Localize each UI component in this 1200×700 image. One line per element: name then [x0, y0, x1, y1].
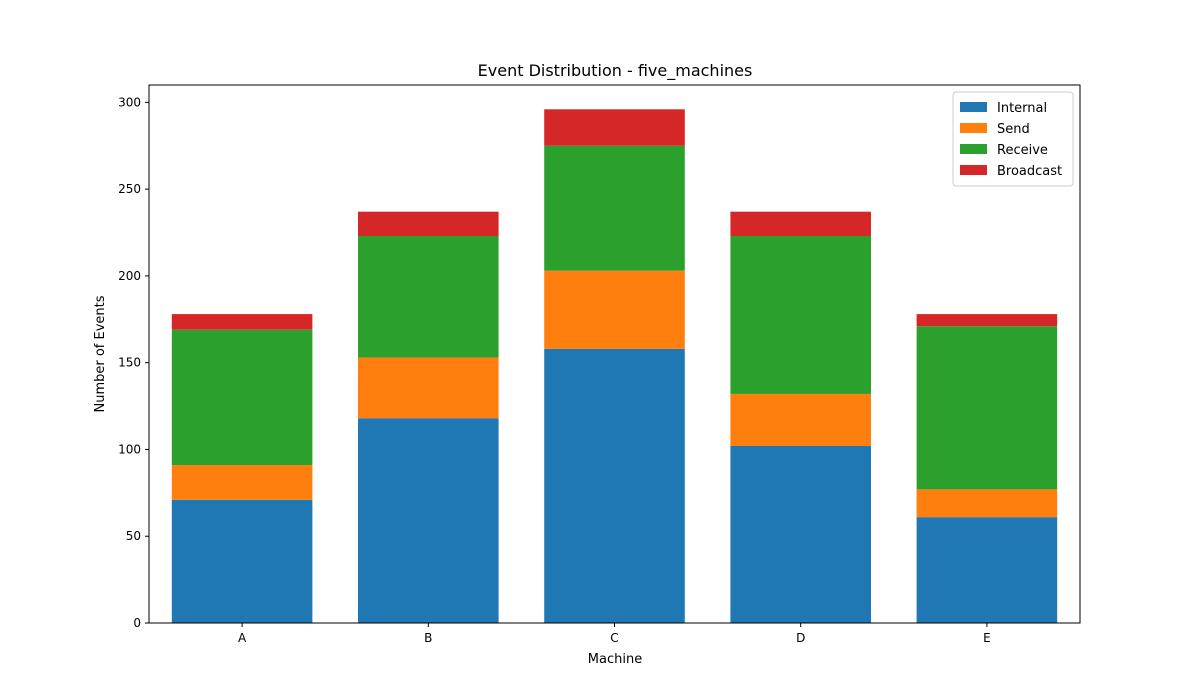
y-tick-label: 150 [118, 356, 141, 370]
bar-internal-c [544, 348, 685, 623]
x-axis: A B C D E [238, 623, 991, 645]
bar-broadcast-c [544, 109, 685, 146]
legend-swatch-internal [960, 102, 987, 112]
x-tick-label: D [796, 631, 805, 645]
legend: Internal Send Receive Broadcast [952, 91, 1074, 187]
bar-receive-e [916, 326, 1058, 490]
y-tick-label: 250 [118, 182, 141, 196]
legend-box [952, 91, 1074, 187]
bar-broadcast-e [916, 314, 1058, 327]
x-tick-label: B [424, 631, 432, 645]
x-tick-label: E [983, 631, 991, 645]
legend-swatch-send [960, 123, 987, 133]
bar-broadcast-d [730, 211, 871, 236]
bar-broadcast-b [358, 211, 499, 236]
bar-send-a [171, 465, 313, 500]
bar-send-e [916, 489, 1058, 518]
chart-title: Event Distribution - five_machines [478, 61, 753, 81]
bar-send-c [544, 270, 685, 349]
y-tick-label: 300 [118, 95, 141, 109]
x-axis-label: Machine [588, 652, 642, 667]
bars-group [171, 109, 1058, 623]
bar-send-d [730, 393, 871, 446]
bar-internal-a [171, 499, 313, 623]
legend-swatch-receive [960, 144, 987, 154]
bar-receive-a [171, 329, 313, 466]
bar-receive-c [544, 145, 685, 271]
x-tick-label: A [238, 631, 247, 645]
x-tick-label: C [610, 631, 618, 645]
bar-internal-d [730, 445, 871, 623]
legend-label-broadcast: Broadcast [997, 164, 1062, 179]
y-axis: 0 50 100 150 200 250 300 [118, 95, 149, 630]
bar-broadcast-a [171, 314, 313, 330]
y-tick-label: 50 [126, 529, 141, 543]
bar-internal-e [916, 517, 1058, 623]
y-tick-label: 200 [118, 269, 141, 283]
bar-receive-d [730, 235, 871, 394]
legend-label-receive: Receive [997, 143, 1048, 158]
legend-label-internal: Internal [997, 101, 1047, 116]
bar-receive-b [358, 235, 499, 358]
y-tick-label: 0 [133, 616, 141, 630]
y-axis-label: Number of Events [93, 295, 108, 412]
y-tick-label: 100 [118, 442, 141, 456]
legend-swatch-broadcast [960, 165, 987, 175]
bar-internal-b [358, 418, 499, 623]
legend-label-send: Send [997, 122, 1030, 137]
bar-send-b [358, 357, 499, 419]
